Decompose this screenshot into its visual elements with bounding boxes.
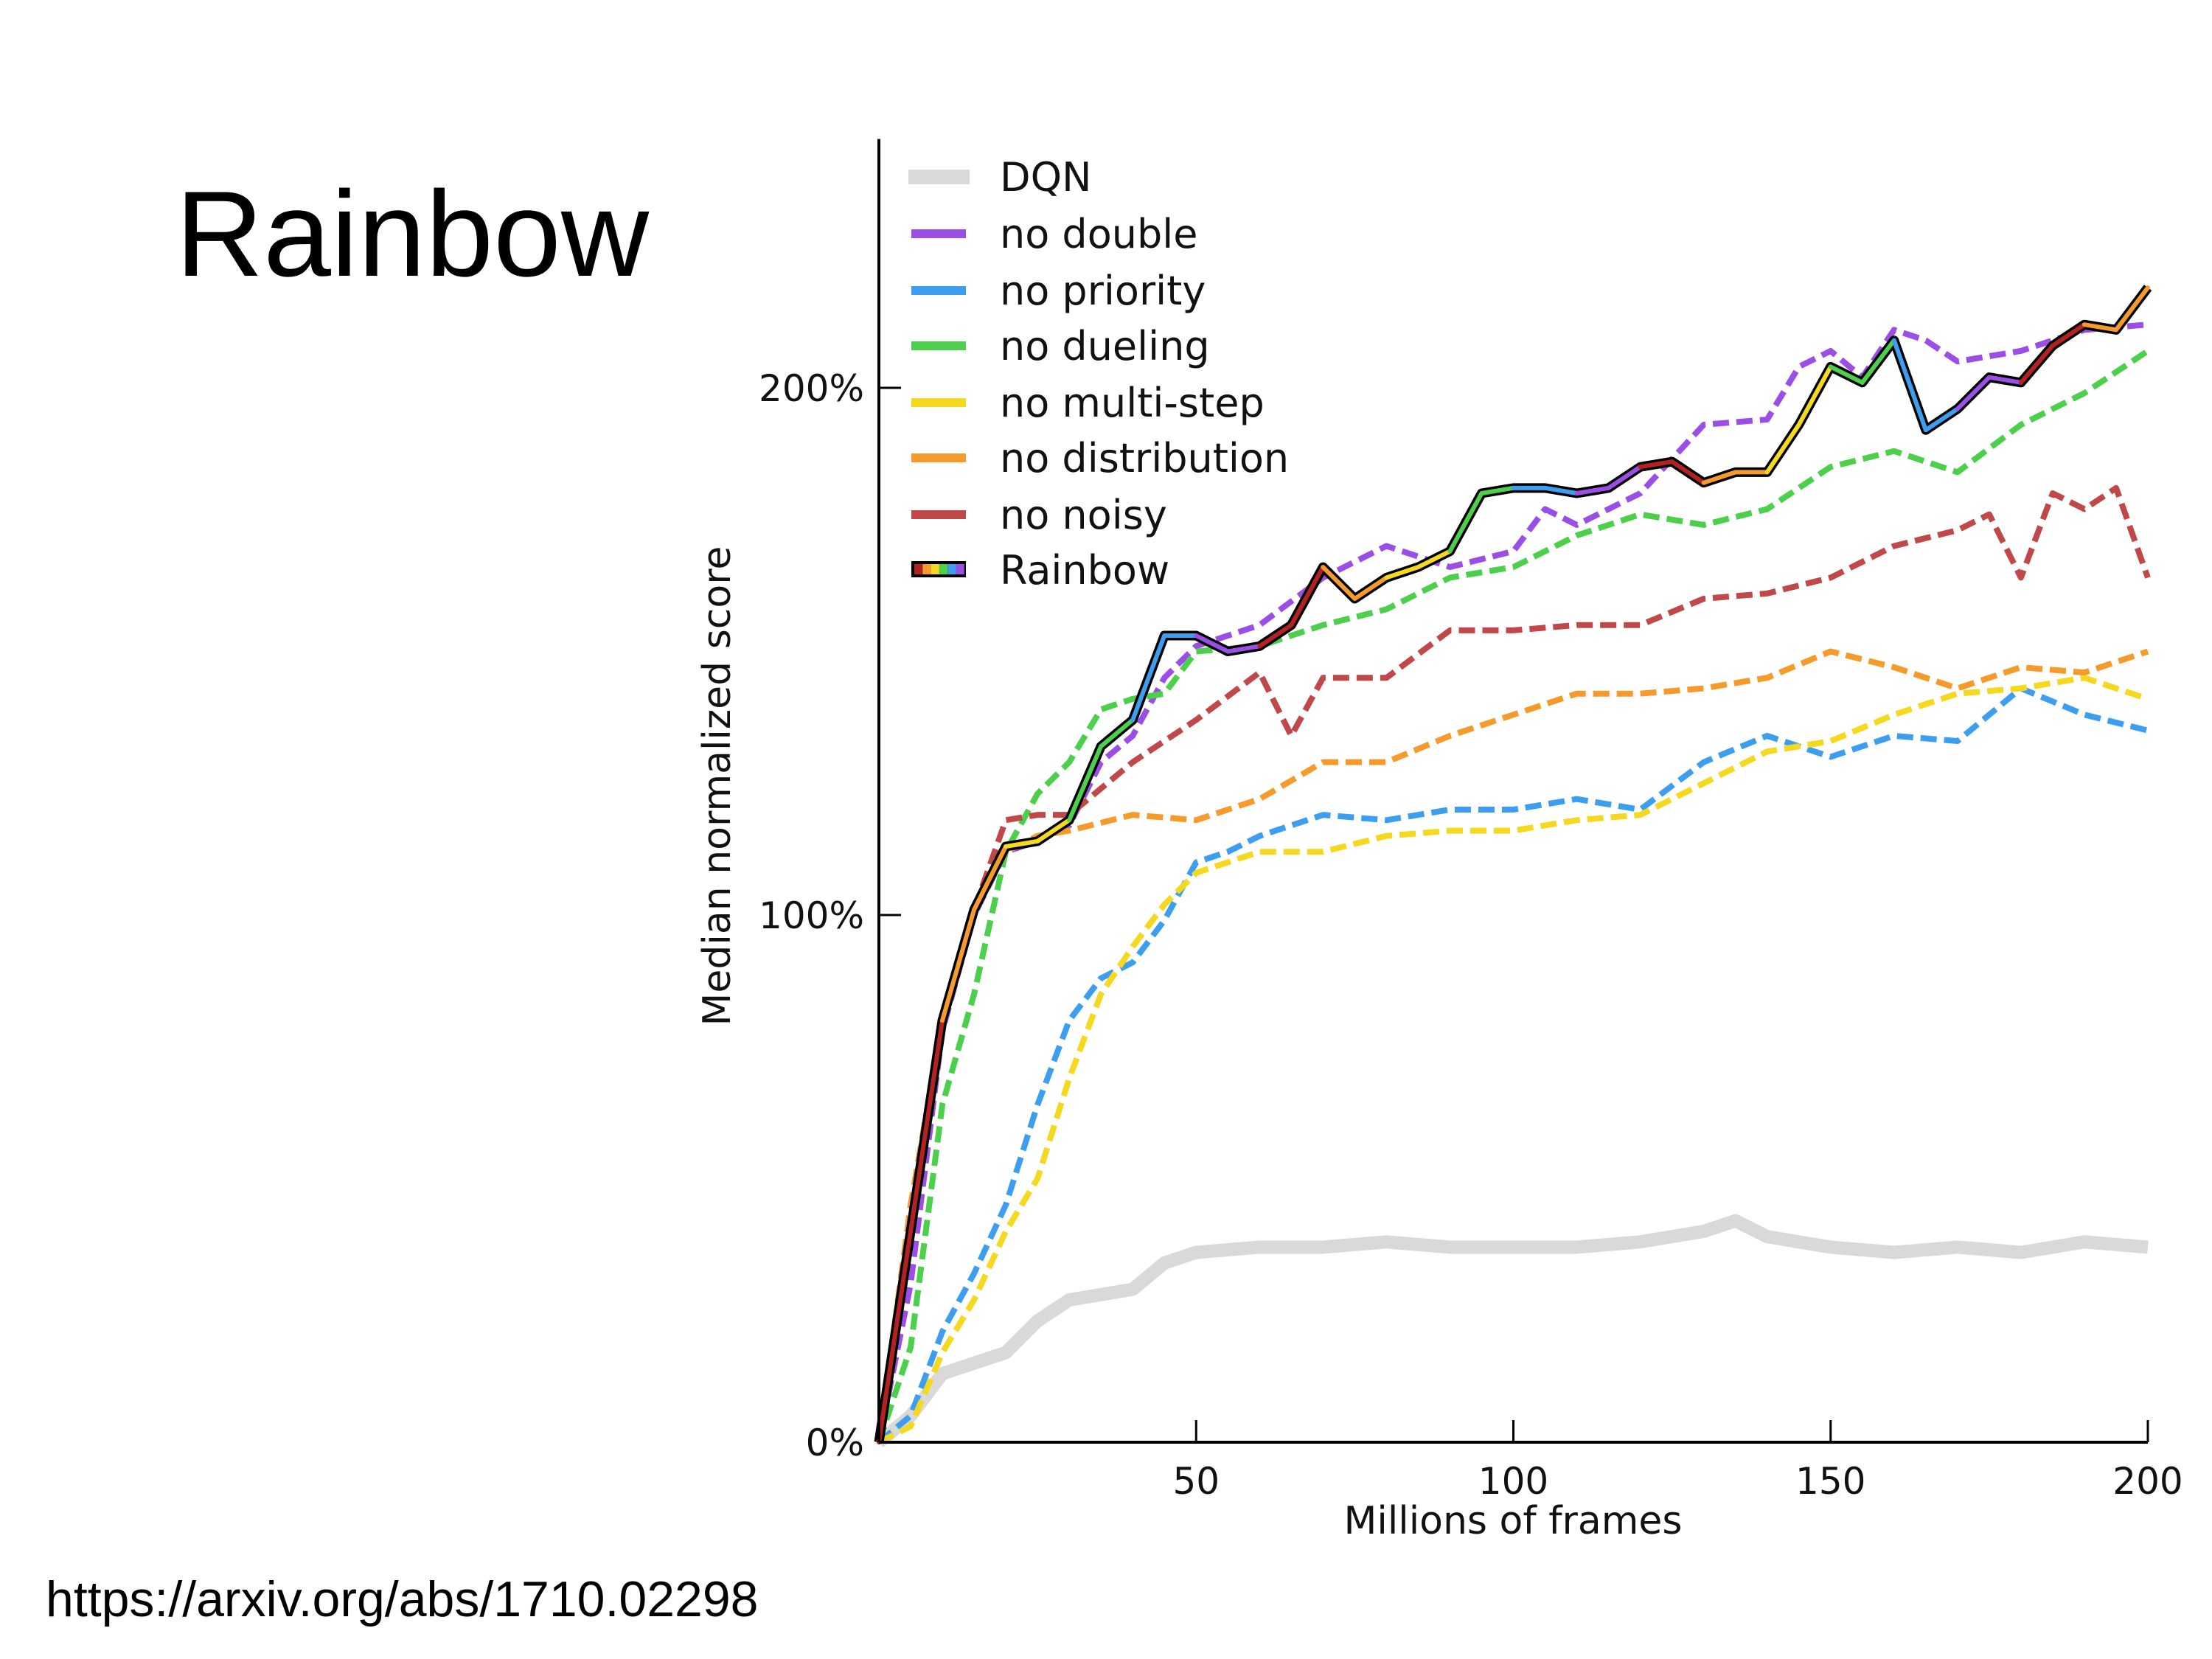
x-tick-label: 100 — [1478, 1460, 1548, 1503]
y-tick-label: 100% — [759, 894, 864, 937]
series-rainbow-segment — [1860, 338, 1896, 385]
series-rainbow-segment — [1352, 575, 1389, 601]
series-rainbow-segment — [940, 907, 977, 1023]
legend-swatch-segment — [939, 564, 948, 574]
series-rainbow-segment — [1099, 717, 1135, 749]
x-tick-label: 50 — [1172, 1460, 1220, 1503]
y-tick-label: 200% — [759, 367, 864, 410]
series-no-multi-step — [877, 675, 2149, 1445]
x-tick-label: 150 — [1795, 1460, 1865, 1503]
source-link[interactable]: https://arxiv.org/abs/1710.02298 — [46, 1571, 759, 1627]
legend: DQN no double no priority no dueling no mult… — [908, 154, 1289, 594]
series-rainbow-segment — [1321, 565, 1357, 601]
x-axis-label: Millions of frames — [1344, 1499, 1683, 1543]
series-rainbow-segment — [1891, 338, 1928, 433]
legend-label: DQN — [1000, 154, 1091, 201]
series-rainbow-segment — [1796, 364, 1833, 428]
legend-label: Rainbow — [1000, 547, 1169, 594]
axes: 0% 100% 200% 50 100 150 200 — [759, 139, 2183, 1503]
legend-label: no multi-step — [1000, 380, 1265, 426]
legend-swatch-segment — [947, 564, 956, 574]
series-rainbow-segment — [1638, 459, 1674, 470]
legend-swatch-segment — [914, 564, 923, 574]
series-rainbow-segment — [1828, 364, 1865, 385]
series-rainbow-segment — [1923, 406, 1960, 433]
series-rainbow-segment — [1479, 485, 1516, 495]
series-rainbow-segment — [1669, 459, 1706, 485]
series-rainbow-segment — [1447, 491, 1484, 554]
y-tick-label: 0% — [806, 1422, 864, 1464]
series-rainbow-segment — [1574, 485, 1611, 495]
legend-label: no noisy — [1000, 492, 1167, 538]
series-rainbow-segment — [972, 844, 1009, 912]
series-no-noisy — [876, 484, 2151, 1443]
series-no-double — [876, 321, 2149, 1443]
legend-label: no distribution — [1000, 435, 1289, 481]
series-rainbow-segment — [1606, 465, 1643, 490]
series-rainbow-segment — [1416, 549, 1453, 570]
legend-label: no priority — [1000, 268, 1206, 314]
legend-label: no dueling — [1000, 323, 1210, 369]
series-rainbow-segment — [1004, 838, 1040, 849]
series-rainbow-segment — [1955, 375, 1992, 411]
series-rainbow-segment — [1701, 470, 1738, 485]
legend-swatch-segment — [931, 564, 939, 574]
series-rainbow-segment — [1257, 622, 1294, 649]
series-rainbow-segment — [1067, 744, 1104, 823]
series-rainbow-segment — [2081, 322, 2118, 333]
series-rainbow-segment — [2113, 285, 2150, 333]
series-no-priority — [877, 685, 2149, 1445]
slide-title: Rainbow — [175, 166, 650, 302]
legend-swatch-segment — [956, 564, 964, 574]
series-no-distribution — [876, 648, 2149, 1443]
plot-lines — [874, 285, 2152, 1447]
legend-label: no double — [1000, 211, 1197, 257]
series-rainbow-segment — [1543, 485, 1579, 495]
series-rainbow-segment — [908, 1018, 945, 1234]
series-rainbow-segment — [1986, 375, 2023, 385]
series-rainbow-segment — [2018, 343, 2055, 385]
series-rainbow-segment — [1289, 565, 1326, 627]
y-axis-label: Median normalized score — [695, 546, 740, 1026]
series-dqn — [874, 1214, 2149, 1447]
series-rainbow-segment — [877, 1229, 914, 1444]
x-tick-label: 200 — [2112, 1460, 2183, 1503]
series-rainbow-segment — [1194, 633, 1231, 654]
series-rainbow-segment — [1764, 422, 1801, 475]
series-rainbow-segment — [1130, 633, 1167, 723]
legend-swatch-segment — [922, 564, 931, 574]
series-rainbow-segment — [2050, 322, 2087, 348]
series-rainbow-segment — [1225, 644, 1262, 654]
series-rainbow-segment — [1035, 818, 1072, 844]
series-rainbow-segment — [1384, 565, 1421, 580]
